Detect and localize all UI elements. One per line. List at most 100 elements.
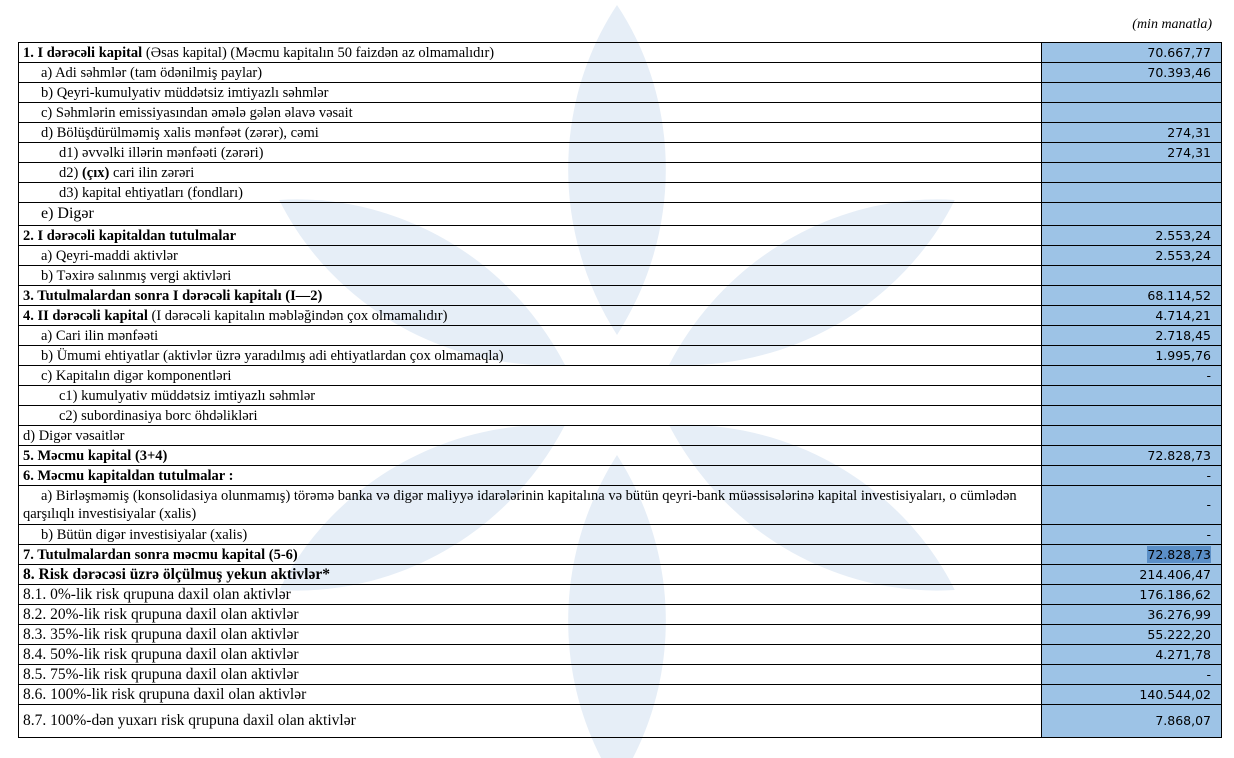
row-label: 8.6. 100%-lik risk qrupuna daxil olan ak… bbox=[18, 684, 1042, 705]
label-text: a) Adi səhmlər (tam ödənilmiş paylar) bbox=[41, 64, 263, 81]
row-value-cell: - bbox=[1041, 465, 1222, 486]
label-text: d) Bölüşdürülməmiş xalis mənfəət (zərər)… bbox=[41, 124, 319, 141]
label-text: c1) kumulyativ müddətsiz imtiyazlı səhml… bbox=[59, 387, 316, 404]
label-text: b) Qeyri-kumulyativ müddətsiz imtiyazlı … bbox=[41, 84, 329, 101]
label-text: 8.2. 20%-lik risk qrupuna daxil olan akt… bbox=[23, 605, 299, 623]
row-value-cell: 1.995,76 bbox=[1041, 345, 1222, 366]
row-label: b) Qeyri-kumulyativ müddətsiz imtiyazlı … bbox=[18, 82, 1042, 103]
table-row: 6. Məcmu kapitaldan tutulmalar : - bbox=[18, 465, 1222, 486]
table-row: a) Cari ilin mənfəəti 2.718,45 bbox=[18, 325, 1222, 346]
row-label: b) Bütün digər investisiyalar (xalis) bbox=[18, 524, 1042, 545]
label-bold: 7. Tutulmalardan sonra məcmu kapital (5-… bbox=[23, 546, 298, 563]
label-text: b) Ümumi ehtiyatlar (aktivlər üzrə yarad… bbox=[41, 347, 504, 364]
label-text: 8.5. 75%-lik risk qrupuna daxil olan akt… bbox=[23, 665, 299, 683]
row-value-cell: 140.544,02 bbox=[1041, 684, 1222, 705]
row-value-cell: 2.553,24 bbox=[1041, 225, 1222, 246]
row-label: b) Ümumi ehtiyatlar (aktivlər üzrə yarad… bbox=[18, 345, 1042, 366]
row-label: a) Birləşməmiş (konsolidasiya olunmamış)… bbox=[18, 485, 1042, 525]
row-label: c) Səhmlərin emissiyasından əmələ gələn … bbox=[18, 102, 1042, 123]
label-bold: 2. I dərəcəli kapitaldan tutulmalar bbox=[23, 227, 237, 244]
row-value: 140.544,02 bbox=[1139, 686, 1211, 702]
row-label: a) Adi səhmlər (tam ödənilmiş paylar) bbox=[18, 62, 1042, 83]
row-label: 8. Risk dərəcəsi üzrə ölçülmuş yekun akt… bbox=[18, 564, 1042, 585]
row-value-cell: 176.186,62 bbox=[1041, 584, 1222, 605]
row-value: 274,31 bbox=[1167, 144, 1211, 160]
row-label: 3. Tutulmalardan sonra I dərəcəli kapita… bbox=[18, 285, 1042, 306]
label-bold: (çıx) bbox=[81, 164, 110, 181]
row-label: e) Digər bbox=[18, 202, 1042, 226]
row-value-cell: 7.868,07 bbox=[1041, 704, 1222, 738]
row-label: d) Digər vəsaitlər bbox=[18, 425, 1042, 446]
row-value-cell bbox=[1041, 162, 1222, 183]
row-label: c) Kapitalın digər komponentləri bbox=[18, 365, 1042, 386]
table-row: 2. I dərəcəli kapitaldan tutulmalar 2.553… bbox=[18, 225, 1222, 246]
label-text: 8.6. 100%-lik risk qrupuna daxil olan ak… bbox=[23, 685, 307, 703]
row-label: 8.5. 75%-lik risk qrupuna daxil olan akt… bbox=[18, 664, 1042, 685]
row-value-cell bbox=[1041, 265, 1222, 286]
label-text: 8.1. 0%-lik risk qrupuna daxil olan akti… bbox=[23, 585, 291, 603]
row-value-cell: 2.553,24 bbox=[1041, 245, 1222, 266]
row-value-cell bbox=[1041, 405, 1222, 426]
label-text: d) Digər vəsaitlər bbox=[23, 427, 125, 444]
label-text: b) Təxirə salınmış vergi aktivləri bbox=[41, 267, 232, 284]
row-label: 4. II dərəcəli kapital (I dərəcəli kapit… bbox=[18, 305, 1042, 326]
row-value: 4.714,21 bbox=[1155, 307, 1211, 323]
table-row: 8.3. 35%-lik risk qrupuna daxil olan akt… bbox=[18, 624, 1222, 645]
table-row: a) Birləşməmiş (konsolidasiya olunmamış)… bbox=[18, 485, 1222, 525]
row-value: - bbox=[1206, 497, 1211, 512]
row-value-cell bbox=[1041, 82, 1222, 103]
row-value-cell bbox=[1041, 425, 1222, 446]
row-value-cell bbox=[1041, 385, 1222, 406]
row-value-cell: 70.393,46 bbox=[1041, 62, 1222, 83]
label-bold: 1. I dərəcəli kapital bbox=[23, 44, 143, 61]
row-label: 1. I dərəcəli kapital (Əsas kapital) (Mə… bbox=[18, 42, 1042, 63]
row-label: 8.2. 20%-lik risk qrupuna daxil olan akt… bbox=[18, 604, 1042, 625]
label-text: a) Qeyri-maddi aktivlər bbox=[41, 247, 178, 264]
row-label: b) Təxirə salınmış vergi aktivləri bbox=[18, 265, 1042, 286]
row-value: 2.553,24 bbox=[1155, 227, 1211, 243]
table-row: d3) kapital ehtiyatları (fondları) bbox=[18, 182, 1222, 203]
table-row: 4. II dərəcəli kapital (I dərəcəli kapit… bbox=[18, 305, 1222, 326]
label-text: d1) əvvəlki illərin mənfəəti (zərəri) bbox=[59, 144, 264, 161]
row-value: 55.222,20 bbox=[1147, 626, 1211, 642]
table-row: 8.1. 0%-lik risk qrupuna daxil olan akti… bbox=[18, 584, 1222, 605]
row-label: d1) əvvəlki illərin mənfəəti (zərəri) bbox=[18, 142, 1042, 163]
table-row: c1) kumulyativ müddətsiz imtiyazlı səhml… bbox=[18, 385, 1222, 406]
row-value-cell: 72.828,73 bbox=[1041, 544, 1222, 565]
row-label: c2) subordinasiya borc öhdəlikləri bbox=[18, 405, 1042, 426]
table-row: b) Qeyri-kumulyativ müddətsiz imtiyazlı … bbox=[18, 82, 1222, 103]
label-text: (Əsas kapital) (Məcmu kapitalın 50 faizd… bbox=[142, 44, 495, 61]
row-label: d2) (çıx) cari ilin zərəri bbox=[18, 162, 1042, 183]
label-bold: 6. Məcmu kapitaldan tutulmalar : bbox=[23, 467, 234, 484]
label-text: d3) kapital ehtiyatları (fondları) bbox=[59, 184, 243, 201]
row-label: a) Cari ilin mənfəəti bbox=[18, 325, 1042, 346]
row-value-cell: 4.271,78 bbox=[1041, 644, 1222, 665]
row-value-cell: - bbox=[1041, 664, 1222, 685]
table-row: 8.4. 50%-lik risk qrupuna daxil olan akt… bbox=[18, 644, 1222, 665]
row-label: 8.1. 0%-lik risk qrupuna daxil olan akti… bbox=[18, 584, 1042, 605]
row-value: 274,31 bbox=[1167, 124, 1211, 140]
table-row: c) Kapitalın digər komponentləri - bbox=[18, 365, 1222, 386]
table-row: 8. Risk dərəcəsi üzrə ölçülmuş yekun akt… bbox=[18, 564, 1222, 585]
table-row: d1) əvvəlki illərin mənfəəti (zərəri) 274… bbox=[18, 142, 1222, 163]
row-value-cell: 214.406,47 bbox=[1041, 564, 1222, 585]
row-label: d) Bölüşdürülməmiş xalis mənfəət (zərər)… bbox=[18, 122, 1042, 143]
label-text: b) Bütün digər investisiyalar (xalis) bbox=[41, 526, 248, 543]
row-value-cell: - bbox=[1041, 365, 1222, 386]
label-bold: 3. Tutulmalardan sonra I dərəcəli kapita… bbox=[23, 287, 323, 304]
row-value: 70.667,77 bbox=[1147, 44, 1211, 60]
row-value-cell: - bbox=[1041, 524, 1222, 545]
row-label: d3) kapital ehtiyatları (fondları) bbox=[18, 182, 1042, 203]
row-value: 1.995,76 bbox=[1155, 347, 1211, 363]
label-text: 8.7. 100%-dən yuxarı risk qrupuna daxil … bbox=[23, 712, 356, 729]
row-value-cell: 274,31 bbox=[1041, 142, 1222, 163]
table-row: a) Adi səhmlər (tam ödənilmiş paylar) 70.… bbox=[18, 62, 1222, 83]
table-row: 3. Tutulmalardan sonra I dərəcəli kapita… bbox=[18, 285, 1222, 306]
row-value-cell: 55.222,20 bbox=[1041, 624, 1222, 645]
label-text: c) Səhmlərin emissiyasından əmələ gələn … bbox=[41, 104, 353, 121]
row-value: - bbox=[1206, 367, 1211, 383]
row-label: 8.7. 100%-dən yuxarı risk qrupuna daxil … bbox=[18, 704, 1042, 738]
row-value: 4.271,78 bbox=[1155, 646, 1211, 662]
row-value: 72.828,73 bbox=[1147, 447, 1211, 463]
row-value-cell: - bbox=[1041, 485, 1222, 525]
